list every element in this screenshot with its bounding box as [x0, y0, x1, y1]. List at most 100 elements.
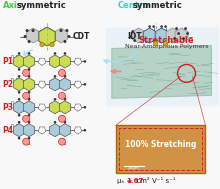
Circle shape [23, 115, 29, 122]
Polygon shape [39, 27, 55, 46]
Circle shape [23, 92, 29, 99]
Circle shape [24, 35, 27, 38]
Circle shape [54, 121, 56, 124]
Polygon shape [24, 101, 35, 114]
Circle shape [18, 114, 20, 117]
Text: Axis: Axis [3, 1, 23, 10]
Circle shape [23, 138, 29, 145]
Circle shape [59, 92, 66, 99]
Circle shape [84, 60, 86, 63]
Circle shape [28, 91, 30, 94]
Circle shape [160, 25, 163, 28]
Circle shape [64, 52, 66, 55]
Polygon shape [143, 28, 156, 43]
Circle shape [18, 91, 20, 94]
Circle shape [59, 115, 66, 122]
Text: Near-Amorphous Polymers: Near-Amorphous Polymers [125, 44, 208, 49]
Circle shape [18, 52, 20, 55]
Circle shape [23, 69, 29, 76]
Circle shape [26, 29, 29, 32]
Circle shape [28, 52, 30, 55]
Polygon shape [55, 28, 68, 43]
Circle shape [28, 75, 30, 78]
Circle shape [18, 68, 20, 71]
Polygon shape [27, 28, 40, 43]
Circle shape [18, 75, 20, 78]
Text: IDT: IDT [128, 32, 142, 41]
FancyBboxPatch shape [106, 28, 220, 106]
Circle shape [59, 29, 62, 32]
Circle shape [32, 29, 35, 32]
Polygon shape [74, 58, 82, 65]
Polygon shape [38, 127, 46, 134]
Circle shape [28, 98, 30, 101]
Circle shape [175, 27, 178, 30]
Circle shape [28, 40, 31, 43]
Polygon shape [74, 127, 82, 134]
Circle shape [131, 30, 134, 33]
Polygon shape [59, 124, 71, 137]
Polygon shape [155, 28, 168, 43]
Text: symmetric: symmetric [17, 1, 66, 10]
Text: 100% Stretching: 100% Stretching [125, 140, 196, 149]
Polygon shape [112, 46, 211, 98]
Polygon shape [132, 28, 145, 43]
Polygon shape [38, 58, 46, 65]
Circle shape [28, 121, 30, 124]
Circle shape [50, 42, 54, 47]
Text: P2: P2 [2, 80, 13, 89]
Text: CDT: CDT [73, 32, 90, 41]
Text: Centro: Centro [118, 1, 150, 10]
Circle shape [40, 42, 44, 47]
Polygon shape [59, 101, 71, 114]
Polygon shape [74, 81, 82, 88]
Text: Stretchable: Stretchable [139, 36, 194, 45]
Text: 1.67: 1.67 [126, 178, 143, 184]
Polygon shape [49, 78, 61, 91]
Polygon shape [166, 28, 179, 43]
Polygon shape [38, 81, 46, 88]
Circle shape [54, 52, 56, 55]
Circle shape [64, 121, 66, 124]
Polygon shape [24, 55, 35, 68]
Circle shape [28, 137, 30, 139]
Circle shape [18, 121, 20, 124]
Text: μₕ =: μₕ = [117, 178, 135, 184]
Circle shape [163, 41, 168, 46]
Circle shape [66, 29, 68, 32]
Circle shape [28, 114, 30, 117]
Circle shape [154, 41, 158, 46]
Polygon shape [24, 78, 35, 91]
Polygon shape [59, 78, 71, 91]
Text: cm² V⁻¹ s⁻¹: cm² V⁻¹ s⁻¹ [134, 178, 175, 184]
Circle shape [54, 98, 56, 101]
Circle shape [59, 138, 66, 145]
Circle shape [186, 32, 189, 35]
Polygon shape [13, 124, 25, 137]
Polygon shape [24, 124, 35, 137]
Circle shape [177, 32, 180, 35]
Polygon shape [13, 101, 25, 114]
Polygon shape [49, 55, 61, 68]
Text: P3: P3 [2, 103, 13, 112]
Circle shape [28, 68, 30, 71]
Text: n n: n n [11, 54, 19, 59]
Circle shape [54, 75, 56, 78]
Polygon shape [49, 124, 61, 137]
Text: 20μm: 20μm [128, 166, 140, 170]
Circle shape [84, 106, 86, 108]
Circle shape [64, 75, 66, 78]
Text: n n: n n [11, 123, 19, 128]
Text: P1: P1 [2, 57, 13, 66]
Circle shape [64, 98, 66, 101]
Circle shape [184, 27, 187, 30]
Polygon shape [13, 78, 25, 91]
Circle shape [68, 35, 70, 38]
Circle shape [18, 137, 20, 139]
Circle shape [164, 25, 167, 28]
Text: P4: P4 [2, 126, 13, 135]
Circle shape [148, 25, 151, 28]
Circle shape [84, 129, 86, 132]
Text: symmetric: symmetric [133, 1, 182, 10]
Circle shape [63, 40, 66, 43]
